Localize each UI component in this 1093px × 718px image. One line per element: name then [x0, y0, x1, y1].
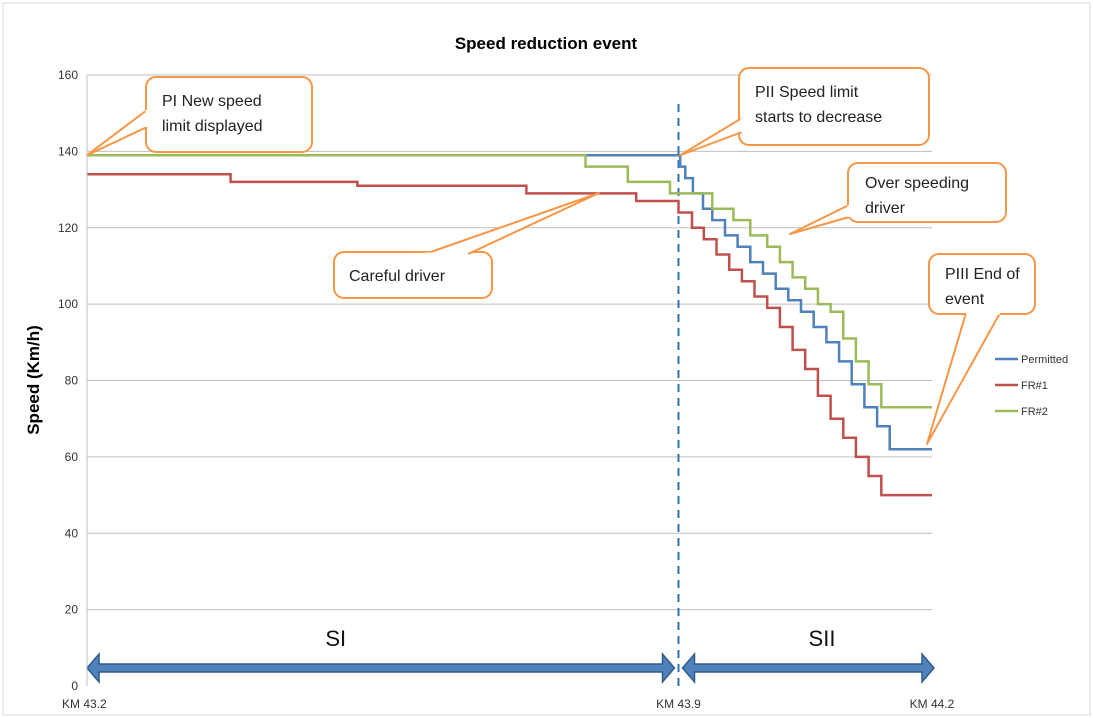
y-tick-label: 80 — [65, 374, 79, 388]
section-sii-label: SII — [809, 626, 836, 651]
callout-over: Over speeding driver — [789, 162, 1007, 235]
y-tick-label: 60 — [65, 450, 79, 464]
callout-careful: Careful driver — [333, 192, 600, 299]
chart-title: Speed reduction event — [455, 34, 638, 53]
callout-pi: PI New speed limit displayed — [86, 76, 313, 157]
callout-text-line: starts to decrease — [755, 109, 882, 126]
y-axis-label: Speed (Km/h) — [24, 325, 43, 435]
legend-label: Permitted — [1021, 354, 1068, 366]
y-tick-label: 140 — [58, 144, 78, 158]
callout-text-line: driver — [865, 200, 906, 217]
callout-piii: PIII End of event — [926, 253, 1036, 445]
series-line-fr-2 — [87, 153, 932, 409]
series-line-fr-1 — [87, 173, 932, 497]
callout-text-line: PI New speed — [162, 93, 262, 110]
callout-pointer — [424, 192, 600, 255]
y-tick-label: 40 — [65, 526, 79, 540]
y-tick-label: 100 — [58, 297, 78, 311]
section-si-arrow — [86, 651, 676, 685]
callout-text-line: limit displayed — [162, 118, 262, 135]
y-tick-label: 0 — [71, 679, 78, 693]
y-tick-label: 160 — [58, 68, 78, 82]
x-tick-label: KM 43.9 — [656, 697, 701, 711]
callout-layer: PI New speed limit displayed PII Speed lim… — [86, 67, 1036, 445]
callout-box — [847, 162, 1007, 223]
x-tick-label: KM 44.2 — [910, 697, 955, 711]
y-tick-label: 120 — [58, 221, 78, 235]
callout-box — [145, 76, 313, 153]
callout-text-line: PIII End of — [945, 266, 1020, 283]
x-tick-label: KM 43.2 — [62, 697, 107, 711]
y-tick-label: 20 — [65, 603, 79, 617]
callout-text-line: event — [945, 291, 985, 308]
callout-pointer — [789, 204, 850, 235]
callout-text-line: PII Speed limit — [755, 84, 859, 101]
section-si-label: SI — [325, 626, 346, 651]
legend-label: FR#2 — [1021, 406, 1048, 418]
series-layer — [87, 153, 932, 497]
section-sii-arrow — [681, 651, 935, 685]
callout-pointer — [926, 312, 1001, 445]
callout-pointer — [679, 117, 743, 157]
callout-text-line: Careful driver — [349, 268, 446, 285]
callout-box — [333, 251, 493, 299]
legend-layer: Permitted FR#1 FR#2 — [995, 354, 1068, 418]
callout-box — [738, 67, 930, 146]
legend-label: FR#1 — [1021, 380, 1048, 392]
callout-pii: PII Speed limit starts to decrease — [679, 67, 930, 157]
callout-text-line: Over speeding — [865, 175, 969, 192]
section-layer: SI SII — [86, 104, 935, 686]
axis-layer: 0 20 40 60 80 100 120 140 160 KM 43.2 KM 43.9 KM 44… — [58, 68, 955, 711]
